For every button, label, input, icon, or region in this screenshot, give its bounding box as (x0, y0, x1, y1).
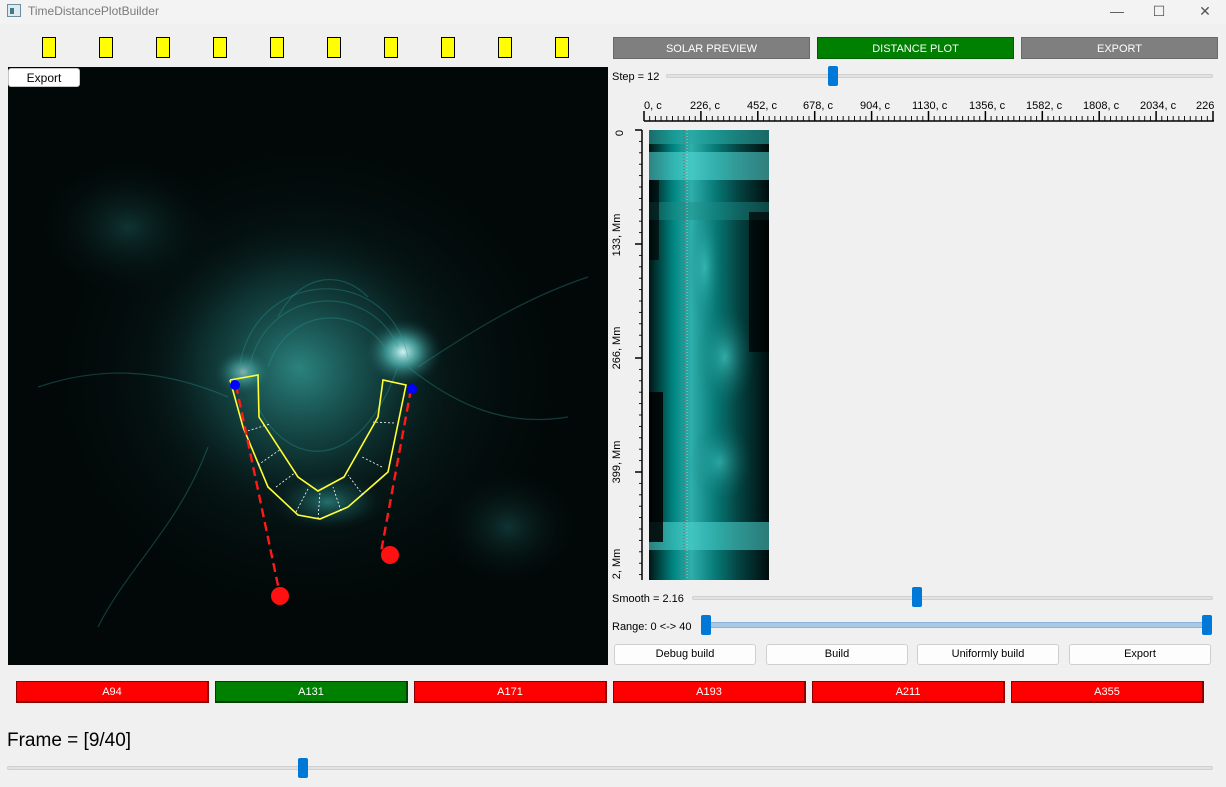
control-point-handle[interactable] (381, 546, 399, 564)
channel-button-a94[interactable]: A94 (16, 681, 209, 703)
smooth-slider-handle[interactable] (912, 587, 922, 607)
plot-x-tick-label: 1808, c (1083, 100, 1120, 112)
step-slider-track[interactable] (666, 74, 1213, 78)
smooth-label: Smooth = 2.16 (612, 593, 684, 605)
step-slider-handle[interactable] (828, 66, 838, 86)
debug-build-button[interactable]: Debug build (614, 644, 756, 665)
channel-button-a171[interactable]: A171 (414, 681, 607, 703)
channel-button-a131[interactable]: A131 (215, 681, 408, 703)
solar-image-view[interactable] (8, 67, 608, 665)
frame-marker[interactable] (327, 37, 341, 58)
plot-y-tick-label: 133, Mm (611, 213, 623, 257)
frame-marker[interactable] (42, 37, 56, 58)
frame-slider-handle[interactable] (298, 758, 308, 778)
close-icon[interactable]: ✕ (1199, 3, 1211, 19)
plot-x-tick-label: 1130, c (912, 100, 948, 112)
title-bar (0, 0, 1226, 24)
frame-marker[interactable] (555, 37, 569, 58)
uniformly-build-button[interactable]: Uniformly build (917, 644, 1059, 665)
channel-button-a355[interactable]: A355 (1011, 681, 1204, 703)
frame-marker[interactable] (156, 37, 170, 58)
loop-contour[interactable] (229, 374, 407, 520)
channel-button-a193[interactable]: A193 (613, 681, 806, 703)
frame-marker[interactable] (441, 37, 455, 58)
solar-image[interactable] (8, 67, 608, 665)
window-title: TimeDistancePlotBuilder (28, 4, 159, 18)
frame-marker[interactable] (384, 37, 398, 58)
range-max-handle[interactable] (1202, 615, 1212, 635)
tab-distance-plot[interactable]: DISTANCE PLOT (817, 37, 1014, 59)
channel-button-a211[interactable]: A211 (812, 681, 1005, 703)
loop-endpoint-handle[interactable] (407, 384, 417, 394)
plot-x-tick-label: 226 (1196, 100, 1215, 112)
plot-x-tick-label: 452, c (747, 100, 777, 112)
loop-endpoint-handle[interactable] (230, 380, 240, 390)
plot-y-tick-label: 2, Mm (611, 548, 623, 580)
step-label: Step = 12 (612, 71, 660, 83)
frame-marker[interactable] (213, 37, 227, 58)
maximize-icon[interactable]: ☐ (1152, 3, 1166, 19)
plot-x-tick-label: 2034, c (1140, 100, 1177, 112)
plot-y-tick-label: 0 (614, 129, 626, 137)
plot-x-tick-label: 0, c (644, 100, 662, 112)
guide-line (234, 384, 282, 596)
build-button[interactable]: Build (766, 644, 908, 665)
plot-image[interactable] (649, 130, 769, 580)
plot-x-tick-label: 678, c (803, 100, 833, 112)
plot-y-tick-label: 399, Mm (611, 440, 623, 484)
smooth-slider-track[interactable] (692, 596, 1213, 600)
range-min-handle[interactable] (701, 615, 711, 635)
solar-export-button[interactable]: Export (8, 68, 80, 87)
frame-marker[interactable] (498, 37, 512, 58)
plot-x-tick-label: 1356, c (969, 100, 1006, 112)
tab-export[interactable]: EXPORT (1021, 37, 1218, 59)
minimize-icon[interactable]: — (1110, 3, 1124, 19)
plot-x-tick-label: 904, c (860, 100, 890, 112)
plot-y-tick-label: 266, Mm (611, 326, 623, 370)
frame-marker[interactable] (99, 37, 113, 58)
distance-plot[interactable] (610, 92, 1220, 582)
frame-marker[interactable] (270, 37, 284, 58)
app-icon (7, 4, 21, 17)
frame-label: Frame = [9/40] (7, 730, 132, 751)
plot-export-button[interactable]: Export (1069, 644, 1211, 665)
frame-slider-track[interactable] (7, 766, 1213, 770)
control-point-handle[interactable] (271, 587, 289, 605)
plot-x-tick-label: 1582, c (1026, 100, 1063, 112)
plot-x-tick-label: 226, c (690, 100, 720, 112)
range-slider-track[interactable] (704, 622, 1212, 628)
range-label: Range: 0 <-> 40 (612, 621, 692, 633)
tab-solar-preview[interactable]: SOLAR PREVIEW (613, 37, 810, 59)
